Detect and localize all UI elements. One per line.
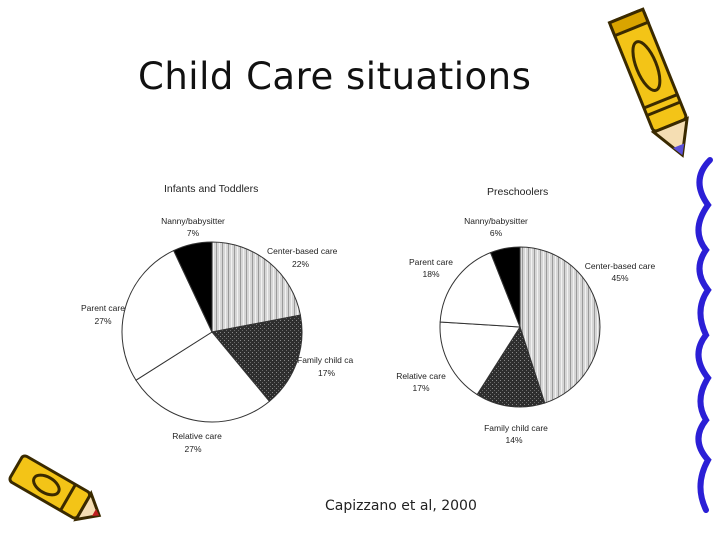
label-parent-value: 18% — [422, 269, 439, 279]
pie-infants-toddlers — [121, 241, 303, 423]
squiggle-decoration-icon — [695, 157, 713, 513]
citation: Capizzano et al, 2000 — [325, 498, 477, 514]
label-family-value: 14% — [505, 435, 522, 445]
slice-relative-care — [439, 321, 521, 396]
chart-title: Preschoolers — [487, 186, 548, 198]
label-center-name: Center-based care — [267, 246, 338, 256]
label-center-value: 45% — [611, 273, 628, 283]
label-family-name: Family child care — [484, 423, 548, 433]
label-nanny-value: 7% — [187, 228, 200, 238]
label-parent-name: Parent care — [409, 257, 453, 267]
label-relative-name: Relative care — [396, 371, 446, 381]
pie-preschoolers — [439, 246, 601, 408]
label-family-name: Family child ca — [297, 355, 353, 365]
label-relative-name: Relative care — [172, 431, 222, 441]
slice-center-based — [211, 241, 301, 333]
label-nanny-value: 6% — [490, 228, 503, 238]
chart-preschoolers: Preschoolers Nanny/babysitter 6% Parent … — [396, 186, 655, 445]
slice-parent-care — [121, 249, 213, 381]
slice-nanny-babysitter — [173, 241, 213, 333]
slice-relative-care — [135, 331, 271, 423]
slice-parent-care — [439, 251, 521, 328]
slide-title: Child Care situations — [138, 55, 532, 98]
label-relative-value: 17% — [412, 383, 429, 393]
label-relative-value: 27% — [184, 444, 201, 454]
slice-nanny-babysitter — [489, 246, 521, 328]
slice-family-child-care — [211, 314, 303, 403]
chart-infants-toddlers: Infants and Toddlers Nanny/babysitter 7%… — [81, 183, 353, 454]
chart-title: Infants and Toddlers — [164, 183, 258, 195]
label-center-value: 22% — [292, 259, 309, 269]
label-parent-value: 27% — [94, 316, 111, 326]
pencil-small-icon — [8, 454, 102, 522]
label-center-name: Center-based care — [585, 261, 656, 271]
slice-center-based — [519, 246, 601, 404]
label-nanny-name: Nanny/babysitter — [161, 216, 225, 226]
slice-family-child-care — [476, 325, 546, 408]
pencil-icon — [607, 7, 689, 158]
label-family-value: 17% — [318, 368, 335, 378]
label-nanny-name: Nanny/babysitter — [464, 216, 528, 226]
label-parent-name: Parent care — [81, 303, 125, 313]
